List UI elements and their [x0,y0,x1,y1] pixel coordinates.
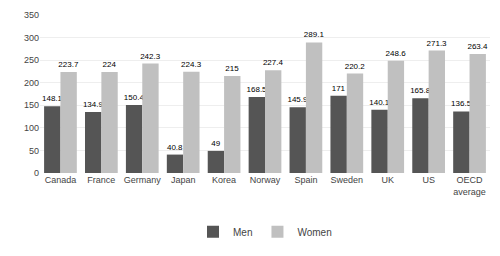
svg-text:223.7: 223.7 [58,60,79,69]
svg-text:224: 224 [103,60,117,69]
svg-text:300: 300 [24,33,39,43]
svg-text:168.5: 168.5 [247,85,268,94]
svg-text:Canada: Canada [45,175,77,185]
svg-text:242.3: 242.3 [140,52,161,61]
svg-text:165.8: 165.8 [410,86,431,95]
svg-text:171: 171 [332,84,346,93]
svg-text:350: 350 [24,10,39,20]
svg-text:200: 200 [24,78,39,88]
svg-text:248.6: 248.6 [386,49,407,58]
svg-text:136.5: 136.5 [451,99,472,108]
svg-text:215: 215 [225,64,239,73]
svg-text:150: 150 [24,100,39,110]
svg-text:100: 100 [24,123,39,133]
svg-text:227.4: 227.4 [263,58,284,67]
svg-text:50: 50 [29,146,39,156]
svg-text:Korea: Korea [212,175,236,185]
svg-text:289.1: 289.1 [304,30,325,39]
svg-text:40.8: 40.8 [167,143,183,152]
svg-text:271.3: 271.3 [427,39,448,48]
svg-text:Men: Men [233,227,252,238]
svg-text:Spain: Spain [294,175,317,185]
svg-text:134.9: 134.9 [83,100,104,109]
svg-text:US: US [422,175,435,185]
svg-text:Germany: Germany [124,175,162,185]
svg-text:250: 250 [24,55,39,65]
svg-text:224.3: 224.3 [181,60,202,69]
svg-text:UK: UK [381,175,394,185]
svg-text:OECDaverage: OECDaverage [453,175,486,197]
svg-text:0: 0 [34,168,39,178]
svg-text:49: 49 [211,139,220,148]
svg-text:Women: Women [297,227,331,238]
svg-text:140.1: 140.1 [369,98,390,107]
svg-text:220.2: 220.2 [345,62,366,71]
svg-text:263.4: 263.4 [467,42,488,51]
svg-text:Japan: Japan [171,175,196,185]
svg-text:Norway: Norway [250,175,281,185]
svg-text:145.9: 145.9 [287,95,308,104]
svg-text:148.1: 148.1 [42,94,63,103]
svg-text:150.4: 150.4 [124,93,145,102]
svg-text:Sweden: Sweden [331,175,364,185]
svg-text:France: France [87,175,115,185]
